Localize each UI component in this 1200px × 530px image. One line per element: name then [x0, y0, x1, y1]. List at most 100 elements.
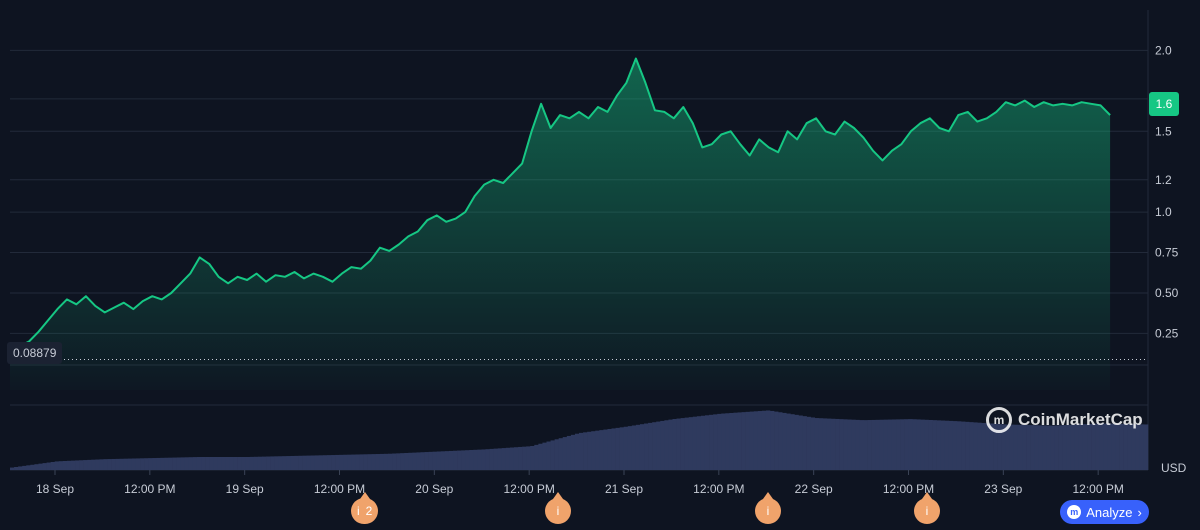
event-marker-4[interactable]: i: [914, 492, 940, 524]
volume-bar: [550, 440, 555, 470]
volume-bar: [579, 432, 584, 470]
volume-bar: [351, 454, 356, 470]
volume-bar: [1042, 425, 1047, 470]
volume-bar: [672, 419, 677, 470]
volume-bar: [1107, 423, 1112, 470]
volume-bar: [95, 459, 100, 470]
x-tick-label: 12:00 PM: [883, 482, 934, 496]
volume-bar: [99, 459, 104, 470]
y-tick-label: 1.2: [1155, 173, 1172, 187]
volume-bar: [595, 430, 600, 470]
volume-bar: [668, 419, 673, 470]
volume-bar: [745, 411, 750, 470]
volume-bar: [518, 446, 523, 470]
volume-bar: [871, 419, 876, 470]
volume-bar: [1030, 425, 1035, 470]
volume-bar: [879, 419, 885, 470]
x-tick-label: 20 Sep: [415, 482, 453, 496]
volume-bar: [534, 444, 539, 470]
volume-bar: [148, 458, 153, 470]
volume-bar: [700, 415, 706, 470]
volume-bar: [1066, 424, 1072, 470]
volume-bar: [944, 420, 950, 470]
volume-bar: [310, 455, 316, 470]
volume-bar: [583, 432, 588, 470]
y-tick-label: 2.0: [1155, 43, 1172, 57]
volume-bar: [631, 425, 637, 470]
volume-bar: [709, 414, 714, 470]
volume-bar: [83, 460, 88, 470]
volume-bar: [753, 411, 759, 470]
volume-bar: [1009, 424, 1015, 470]
volume-bar: [1034, 425, 1039, 470]
info-icon: i: [556, 504, 560, 518]
volume-bar: [859, 420, 864, 470]
volume-bar: [34, 464, 39, 470]
x-tick-label: 12:00 PM: [124, 482, 175, 496]
volume-bar: [1111, 423, 1116, 470]
x-tick-label: 19 Sep: [226, 482, 264, 496]
volume-bar: [383, 453, 389, 470]
volume-bar: [542, 442, 547, 470]
volume-bar: [652, 422, 657, 470]
volume-bar: [607, 428, 612, 470]
volume-bar: [152, 458, 157, 470]
volume-bar: [851, 419, 856, 470]
volume-bar: [196, 457, 202, 470]
volume-bar: [973, 422, 978, 470]
volume-bar: [1131, 424, 1137, 470]
volume-bar: [266, 456, 271, 470]
volume-bar: [863, 420, 868, 470]
volume-bar: [404, 452, 409, 470]
volume-bar: [749, 411, 755, 470]
volume-bar: [396, 453, 401, 470]
volume-bar: [249, 456, 255, 470]
volume-bar: [538, 443, 543, 470]
analyze-button[interactable]: m Analyze ›: [1060, 500, 1149, 524]
volume-bar: [481, 449, 486, 470]
volume-bar: [367, 454, 373, 470]
volume-bar: [1026, 425, 1031, 470]
volume-bar: [371, 454, 377, 470]
volume-bar: [392, 453, 397, 470]
volume-bar: [135, 458, 141, 470]
volume-bar: [62, 460, 68, 470]
volume-bar: [794, 414, 799, 470]
volume-bar: [322, 455, 328, 470]
event-marker-2[interactable]: i: [545, 492, 571, 524]
volume-bar: [286, 456, 291, 470]
volume-bar: [627, 426, 633, 470]
volume-bar: [802, 416, 807, 470]
volume-bar: [603, 429, 608, 470]
volume-bar: [253, 456, 259, 470]
volume-bar: [225, 457, 230, 470]
volume-bar: [501, 448, 507, 470]
volume-bar: [725, 413, 730, 470]
analyze-label: Analyze: [1086, 504, 1133, 520]
volume-bar: [940, 420, 946, 470]
volume-bar: [412, 452, 417, 470]
event-marker-3[interactable]: i: [755, 492, 781, 524]
volume-bar: [505, 447, 511, 470]
volume-bar: [1091, 423, 1096, 470]
event-marker-1[interactable]: i 2: [351, 492, 379, 524]
volume-bar: [664, 420, 669, 470]
start-price-value: 0.08879: [13, 346, 57, 360]
volume-bar: [513, 447, 519, 470]
y-tick-label: 0.75: [1155, 246, 1179, 260]
volume-bar: [900, 419, 905, 470]
volume-bar: [282, 456, 287, 470]
volume-bar: [684, 417, 690, 470]
volume-bar: [400, 453, 405, 470]
volume-bar: [233, 457, 238, 470]
volume-bar: [14, 466, 19, 470]
volume-bar: [111, 458, 116, 470]
volume-bar: [1123, 423, 1128, 470]
volume-bar: [761, 410, 767, 470]
volume-bar: [50, 461, 56, 470]
volume-bar: [981, 422, 986, 470]
volume-bar: [635, 424, 641, 470]
volume-bar: [1046, 425, 1051, 470]
volume-bar: [615, 427, 620, 470]
